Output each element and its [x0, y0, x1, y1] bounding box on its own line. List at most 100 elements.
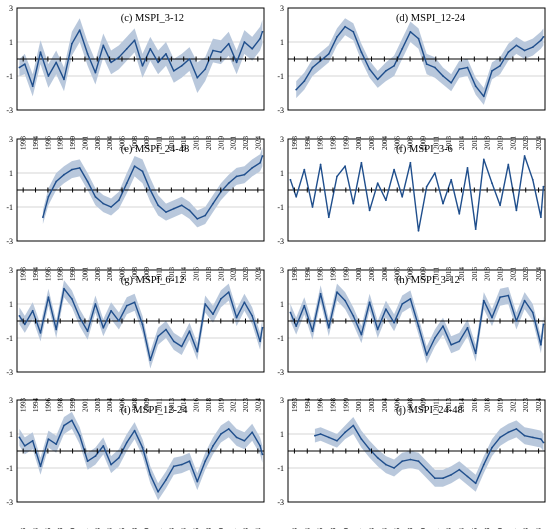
x-tick-label: 2018: [205, 267, 213, 282]
x-tick-label: 1998: [329, 528, 337, 529]
data-point: [261, 453, 264, 456]
data-point: [39, 51, 42, 54]
data-point: [458, 68, 461, 71]
x-tick-label: 2011: [156, 398, 164, 412]
data-point: [42, 216, 44, 219]
data-point: [165, 211, 167, 214]
x-tick-label: 2013: [445, 528, 453, 529]
data-point: [393, 64, 395, 67]
data-point: [542, 441, 545, 444]
x-tick-label: 1993: [291, 398, 299, 413]
data-point: [491, 182, 493, 185]
x-tick-label: 2014: [180, 136, 188, 151]
data-point: [376, 182, 379, 185]
data-point: [125, 304, 128, 307]
x-tick-label: 2014: [180, 398, 188, 413]
y-tick-label: 3: [9, 4, 13, 13]
data-point: [243, 173, 246, 176]
data-point: [289, 311, 292, 314]
x-tick-label: 2003: [368, 136, 376, 151]
y-tick-label: -1: [6, 72, 13, 81]
data-point: [385, 463, 387, 466]
data-point: [344, 25, 346, 28]
data-point: [491, 446, 493, 449]
data-point: [319, 163, 322, 166]
x-tick-label: 1998: [57, 136, 65, 151]
data-point: [434, 66, 436, 69]
data-point: [368, 68, 371, 71]
data-point: [94, 71, 97, 74]
y-tick-label: -1: [277, 72, 284, 81]
confidence-band: [19, 411, 263, 501]
data-point: [180, 463, 183, 466]
data-point: [261, 155, 264, 157]
x-tick-label: 1996: [317, 267, 325, 282]
data-point: [71, 419, 73, 422]
series-line: [42, 155, 264, 220]
data-point: [78, 167, 81, 169]
x-tick-label: 2004: [106, 528, 114, 529]
panel-6: 3 1 -1 -3 1993 1994 1996 1998 1999 2001 2003 2004 20…: [6, 396, 265, 529]
data-point: [188, 460, 191, 463]
confidence-band: [290, 283, 544, 364]
y-tick-label: 1: [280, 169, 284, 178]
x-tick-label: 2016: [471, 136, 479, 151]
x-tick-label: 2003: [368, 528, 376, 529]
y-tick-label: 3: [280, 4, 284, 13]
x-tick-label: 1996: [44, 136, 52, 151]
x-tick-label: 2011: [156, 267, 164, 281]
data-point: [235, 316, 238, 319]
data-point: [417, 37, 420, 40]
x-tick-label: 2024: [535, 528, 543, 529]
series-line: [314, 424, 544, 484]
data-point: [507, 51, 510, 54]
data-point: [531, 178, 534, 181]
x-tick-label: 2013: [168, 398, 176, 413]
y-tick-label: 1: [9, 38, 13, 47]
x-tick-label: 1999: [69, 267, 77, 282]
data-point: [360, 51, 363, 54]
data-point: [360, 333, 363, 336]
x-tick-label: 2009: [143, 528, 151, 529]
y-tick-label: -1: [277, 334, 284, 343]
x-tick-label: 1999: [69, 398, 77, 413]
data-point: [311, 206, 314, 208]
data-point: [523, 299, 526, 302]
panel-1: 3 1 -1 -3 1993 1994 1996 1998 1999 2001 2003 2004 20…: [277, 4, 546, 151]
x-tick-label: 2006: [118, 528, 126, 529]
data-point: [55, 180, 58, 183]
y-tick-label: -3: [6, 237, 13, 246]
data-point: [401, 460, 404, 463]
plot-frame: [16, 7, 265, 111]
x-tick-label: 2006: [394, 528, 402, 529]
y-tick-label: -1: [6, 203, 13, 212]
data-point: [18, 315, 21, 317]
data-point: [118, 56, 120, 59]
data-point: [141, 170, 144, 173]
data-point: [442, 202, 444, 205]
data-point: [352, 315, 355, 317]
plot-frame: [16, 269, 265, 373]
data-point: [261, 326, 264, 329]
data-point: [531, 46, 534, 48]
data-point: [149, 473, 152, 476]
data-point: [458, 468, 461, 471]
data-point: [442, 477, 444, 480]
data-point: [157, 204, 160, 207]
data-point: [466, 167, 469, 169]
plot-frame: [287, 7, 546, 111]
y-tick-label: 1: [9, 169, 13, 178]
data-point: [118, 456, 120, 459]
x-tick-label: 2023: [522, 267, 530, 282]
x-tick-label: 2021: [509, 136, 517, 151]
data-point: [368, 209, 371, 212]
x-tick-label: 2021: [509, 528, 517, 529]
data-point: [102, 326, 105, 329]
confidence-band: [314, 417, 544, 492]
data-point: [102, 445, 105, 447]
data-point: [204, 68, 207, 71]
x-tick-label: 2018: [484, 398, 492, 413]
x-tick-label: 2019: [497, 267, 505, 282]
data-point: [327, 216, 330, 219]
x-tick-label: 1994: [32, 267, 40, 282]
